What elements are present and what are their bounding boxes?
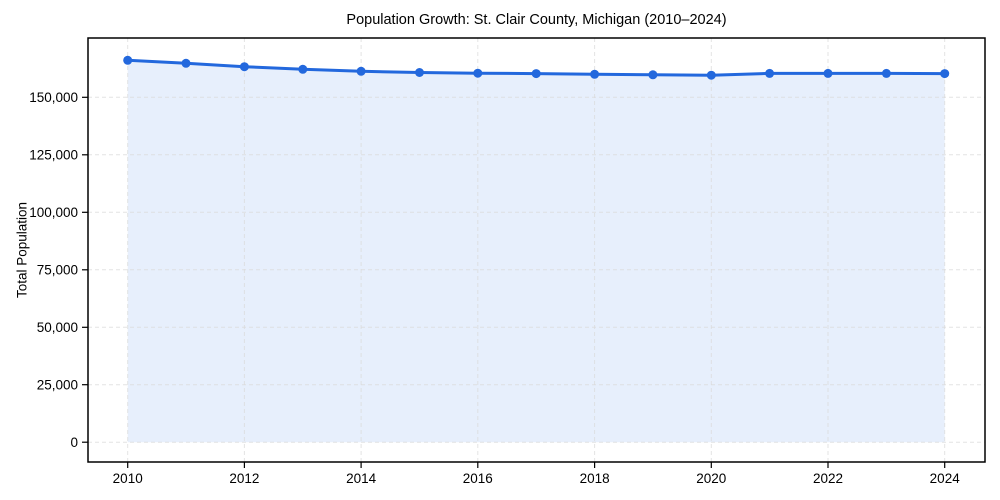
y-tick-label: 75,000 xyxy=(37,263,78,278)
data-point xyxy=(356,66,366,76)
data-point xyxy=(765,68,775,78)
y-tick-label: 150,000 xyxy=(29,90,78,105)
data-point xyxy=(706,70,716,80)
data-point xyxy=(181,58,191,68)
data-point xyxy=(123,55,133,65)
y-tick-label: 0 xyxy=(70,435,78,450)
axes-spines xyxy=(87,37,986,463)
y-tick-label: 100,000 xyxy=(29,205,78,220)
y-tick-label: 125,000 xyxy=(29,148,78,163)
data-point xyxy=(881,68,891,78)
data-point xyxy=(823,68,833,78)
data-point xyxy=(415,68,424,77)
y-tick-label: 50,000 xyxy=(37,320,78,335)
data-point xyxy=(473,68,483,78)
chart-title: Population Growth: St. Clair County, Mic… xyxy=(346,12,727,28)
x-tick-label: 2016 xyxy=(463,471,493,486)
x-tick-label: 2022 xyxy=(813,471,843,486)
data-point xyxy=(298,64,308,74)
x-tick-label: 2014 xyxy=(346,471,377,486)
area-fill xyxy=(127,60,945,443)
x-tick-label: 2018 xyxy=(580,471,610,486)
data-point xyxy=(940,69,950,79)
data-point xyxy=(648,70,658,80)
data-point xyxy=(590,69,600,79)
x-tick-label: 2024 xyxy=(930,471,961,486)
data-point xyxy=(239,62,249,72)
x-tick-label: 2010 xyxy=(113,471,143,486)
x-tick-label: 2012 xyxy=(229,471,259,486)
data-point xyxy=(531,69,541,79)
x-tick-label: 2020 xyxy=(696,471,726,486)
y-tick-label: 25,000 xyxy=(37,377,78,392)
